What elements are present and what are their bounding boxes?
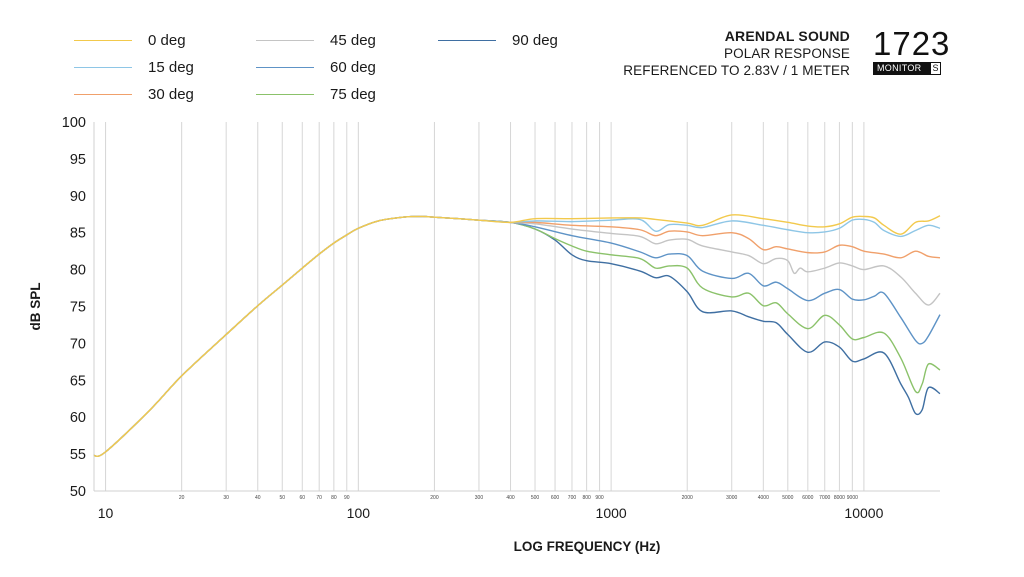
legend-label: 30 deg (148, 85, 194, 103)
legend-item-0-deg: 0 deg (74, 31, 186, 49)
x-minor-tick-label: 50 (279, 495, 285, 501)
legend-swatch (256, 39, 314, 41)
legend-label: 60 deg (330, 58, 376, 76)
brand-reference: REFERENCED TO 2.83V / 1 METER (623, 63, 850, 78)
x-minor-tick-label: 6000 (802, 495, 813, 501)
x-minor-tick-label: 900 (595, 495, 604, 501)
x-tick-label: 10000 (844, 505, 883, 521)
y-tick-label: 80 (70, 263, 86, 279)
x-minor-tick-label: 600 (551, 495, 560, 501)
x-axis-title: LOG FREQUENCY (Hz) (514, 539, 661, 554)
x-minor-tick-label: 60 (299, 495, 305, 501)
model-badge-letter: S (930, 62, 941, 75)
x-minor-tick-label: 70 (316, 495, 322, 501)
x-minor-tick-label: 20 (179, 495, 185, 501)
x-tick-label: 10 (98, 505, 114, 521)
legend-item-30-deg: 30 deg (74, 85, 194, 103)
x-minor-tick-label: 30 (223, 495, 229, 501)
legend-swatch (256, 66, 314, 68)
model-logo: 1723 MONITOR S (873, 25, 951, 75)
x-minor-tick-label: 5000 (782, 495, 793, 501)
y-tick-label: 100 (62, 115, 86, 131)
model-number: 1723 (873, 25, 951, 62)
legend-item-60-deg: 60 deg (256, 58, 376, 76)
x-minor-tick-label: 90 (344, 495, 350, 501)
y-tick-label: 90 (70, 189, 86, 205)
x-minor-tick-label: 800 (582, 495, 591, 501)
y-tick-label: 55 (70, 447, 86, 463)
legend-label: 45 deg (330, 31, 376, 49)
y-tick-label: 60 (70, 410, 86, 426)
x-minor-tick-label: 80 (331, 495, 337, 501)
x-minor-tick-label: 40 (255, 495, 261, 501)
legend-swatch (438, 39, 496, 41)
legend-label: 15 deg (148, 58, 194, 76)
legend-label: 75 deg (330, 85, 376, 103)
legend-item-75-deg: 75 deg (256, 85, 376, 103)
x-minor-tick-label: 500 (531, 495, 540, 501)
y-tick-label: 85 (70, 226, 86, 242)
y-tick-label: 70 (70, 336, 86, 352)
legend-swatch (74, 93, 132, 95)
x-minor-tick-label: 2000 (682, 495, 693, 501)
y-axis-title: dB SPL (28, 282, 43, 330)
x-minor-tick-label: 9000 (847, 495, 858, 501)
y-tick-label: 95 (70, 152, 86, 168)
x-minor-tick-label: 200 (430, 495, 439, 501)
legend-item-45-deg: 45 deg (256, 31, 376, 49)
legend-swatch (74, 39, 132, 41)
legend-swatch (74, 66, 132, 68)
x-tick-label: 1000 (596, 505, 627, 521)
series-line-30-deg (93, 215, 941, 458)
brand-title: ARENDAL SOUND (724, 28, 850, 44)
brand-block: ARENDAL SOUND POLAR RESPONSE REFERENCED … (623, 28, 850, 79)
x-minor-tick-label: 400 (506, 495, 515, 501)
legend-item-90-deg: 90 deg (438, 31, 558, 49)
y-tick-label: 65 (70, 373, 86, 389)
model-badge: MONITOR S (873, 62, 941, 75)
brand-subtitle: POLAR RESPONSE (724, 46, 850, 61)
series-line-0-deg (93, 214, 941, 458)
legend-item-15-deg: 15 deg (74, 58, 194, 76)
x-minor-tick-label: 7000 (819, 495, 830, 501)
y-tick-label: 75 (70, 300, 86, 316)
y-tick-label: 50 (70, 484, 86, 500)
legend-label: 0 deg (148, 31, 186, 49)
legend-swatch (256, 93, 314, 95)
x-minor-tick-label: 3000 (726, 495, 737, 501)
x-minor-tick-label: 300 (475, 495, 484, 501)
legend-label: 90 deg (512, 31, 558, 49)
x-minor-tick-label: 700 (568, 495, 577, 501)
x-tick-label: 100 (347, 505, 371, 521)
x-minor-tick-label: 8000 (834, 495, 845, 501)
model-badge-label: MONITOR (873, 62, 930, 75)
x-minor-tick-label: 4000 (758, 495, 769, 501)
